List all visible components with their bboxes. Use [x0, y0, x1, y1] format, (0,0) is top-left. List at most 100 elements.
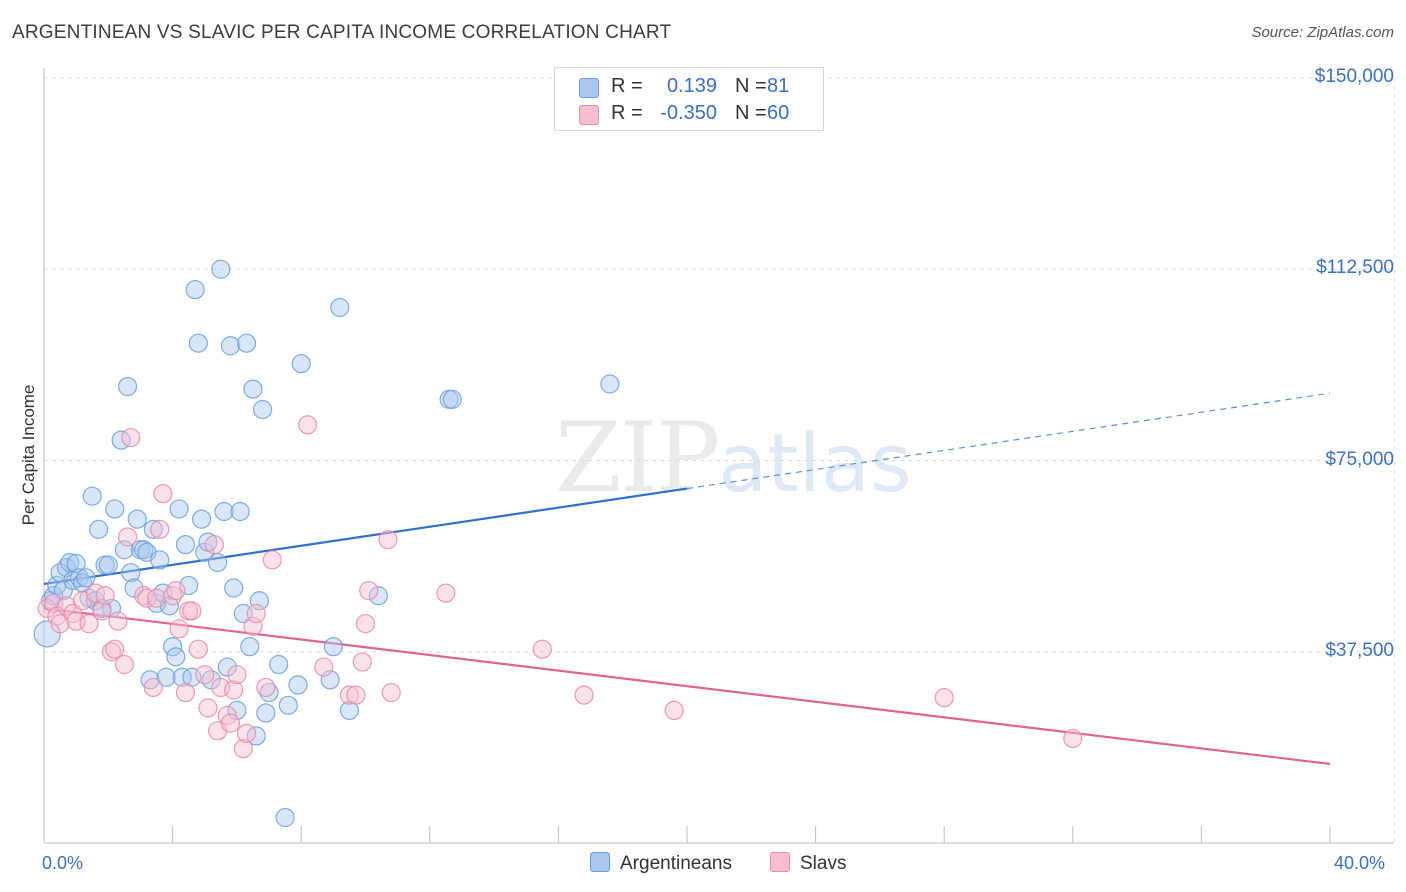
data-point — [243, 616, 263, 636]
data-point — [101, 642, 122, 662]
legend-swatch-slavs — [579, 105, 599, 125]
data-point — [224, 578, 244, 598]
data-point — [269, 654, 289, 675]
data-point — [381, 682, 401, 703]
bottom-legend-swatch-slavs — [770, 852, 790, 872]
data-point — [359, 580, 379, 601]
data-point — [243, 379, 263, 399]
data-point — [175, 682, 196, 703]
data-point — [98, 555, 118, 575]
data-point — [339, 685, 360, 705]
legend-n-value: 81 — [767, 75, 790, 97]
data-point — [664, 700, 684, 721]
data-point — [108, 611, 128, 631]
data-point — [114, 540, 134, 560]
data-point — [288, 675, 308, 695]
data-points — [33, 259, 1083, 828]
data-point — [201, 670, 221, 690]
data-point — [352, 652, 372, 672]
data-point — [76, 568, 96, 588]
data-point — [114, 654, 134, 675]
data-point — [89, 519, 109, 539]
data-point — [105, 499, 125, 519]
x-tick-label-min: 0.0% — [42, 853, 84, 873]
data-point — [92, 601, 112, 621]
data-point — [1063, 728, 1083, 749]
y-tick-label: $150,000 — [1314, 66, 1394, 87]
legend-r-value: -0.350 — [660, 102, 717, 124]
data-point — [143, 677, 163, 698]
bottom-legend-swatch-argentineans — [590, 852, 610, 872]
data-point — [600, 374, 620, 394]
data-point — [211, 259, 231, 279]
data-point — [50, 614, 70, 634]
data-point — [249, 591, 270, 611]
data-point — [240, 637, 260, 657]
data-point — [153, 484, 173, 504]
watermark-atlas: atlas — [718, 417, 912, 510]
data-point — [355, 614, 376, 634]
data-point — [82, 486, 102, 506]
data-point — [436, 583, 456, 603]
bottom-legend-slavs: Slavs — [770, 852, 846, 875]
data-point — [166, 580, 186, 601]
data-point — [230, 501, 250, 522]
data-point — [124, 578, 144, 598]
data-point — [236, 333, 257, 353]
data-point — [314, 657, 334, 677]
data-point — [323, 637, 343, 657]
data-point — [330, 297, 350, 318]
data-point — [134, 540, 154, 560]
data-point — [175, 535, 196, 555]
y-tick-label: $75,000 — [1325, 448, 1394, 470]
data-point — [346, 685, 366, 705]
data-point — [378, 529, 398, 550]
legend-r-value: 0.139 — [666, 75, 717, 97]
correlation-legend: R = 0.139 N = 81 R = -0.350 N = 60 — [554, 67, 824, 131]
data-point — [208, 552, 228, 573]
data-point — [214, 501, 234, 522]
data-point — [150, 550, 170, 570]
data-point — [95, 586, 115, 606]
trend-line-argentineans — [43, 487, 688, 586]
data-point — [79, 614, 99, 634]
data-point — [117, 376, 138, 397]
data-point — [185, 280, 205, 300]
trend-line-argentineans-extrapolated — [686, 392, 1331, 490]
data-point — [262, 550, 282, 570]
data-point — [253, 399, 273, 420]
data-point — [259, 682, 279, 703]
data-point — [146, 588, 167, 608]
data-point — [188, 639, 208, 659]
chart-title: ARGENTINEAN VS SLAVIC PER CAPITA INCOME … — [12, 22, 672, 43]
data-point — [117, 527, 138, 547]
data-point — [246, 603, 266, 624]
legend-r-label: R = — [611, 75, 643, 97]
series-slavs — [37, 415, 1083, 759]
data-point — [220, 336, 241, 356]
y-tick-label: $112,500 — [1316, 257, 1394, 279]
legend-row-argentineans: R = 0.139 N = 81 — [555, 73, 823, 101]
data-point — [275, 807, 295, 828]
data-point — [220, 713, 241, 733]
legend-n-value: 60 — [767, 102, 790, 124]
data-point — [179, 575, 199, 596]
data-point — [121, 427, 141, 448]
axes — [43, 68, 1394, 844]
legend-row-slavs: R = -0.350 N = 60 — [555, 100, 823, 128]
bottom-legend-argentineans: Argentineans — [590, 852, 732, 875]
data-point — [150, 519, 170, 539]
data-point — [256, 677, 276, 698]
data-point — [188, 333, 208, 353]
data-point — [191, 509, 212, 529]
data-point — [105, 639, 125, 659]
data-point — [934, 688, 954, 708]
data-point — [204, 535, 224, 555]
y-axis-label: Per Capita Income — [19, 384, 38, 526]
data-point — [143, 519, 163, 539]
data-point — [121, 563, 141, 583]
data-point — [195, 665, 215, 685]
data-point — [69, 568, 89, 588]
legend-r-label: R = — [611, 102, 643, 124]
